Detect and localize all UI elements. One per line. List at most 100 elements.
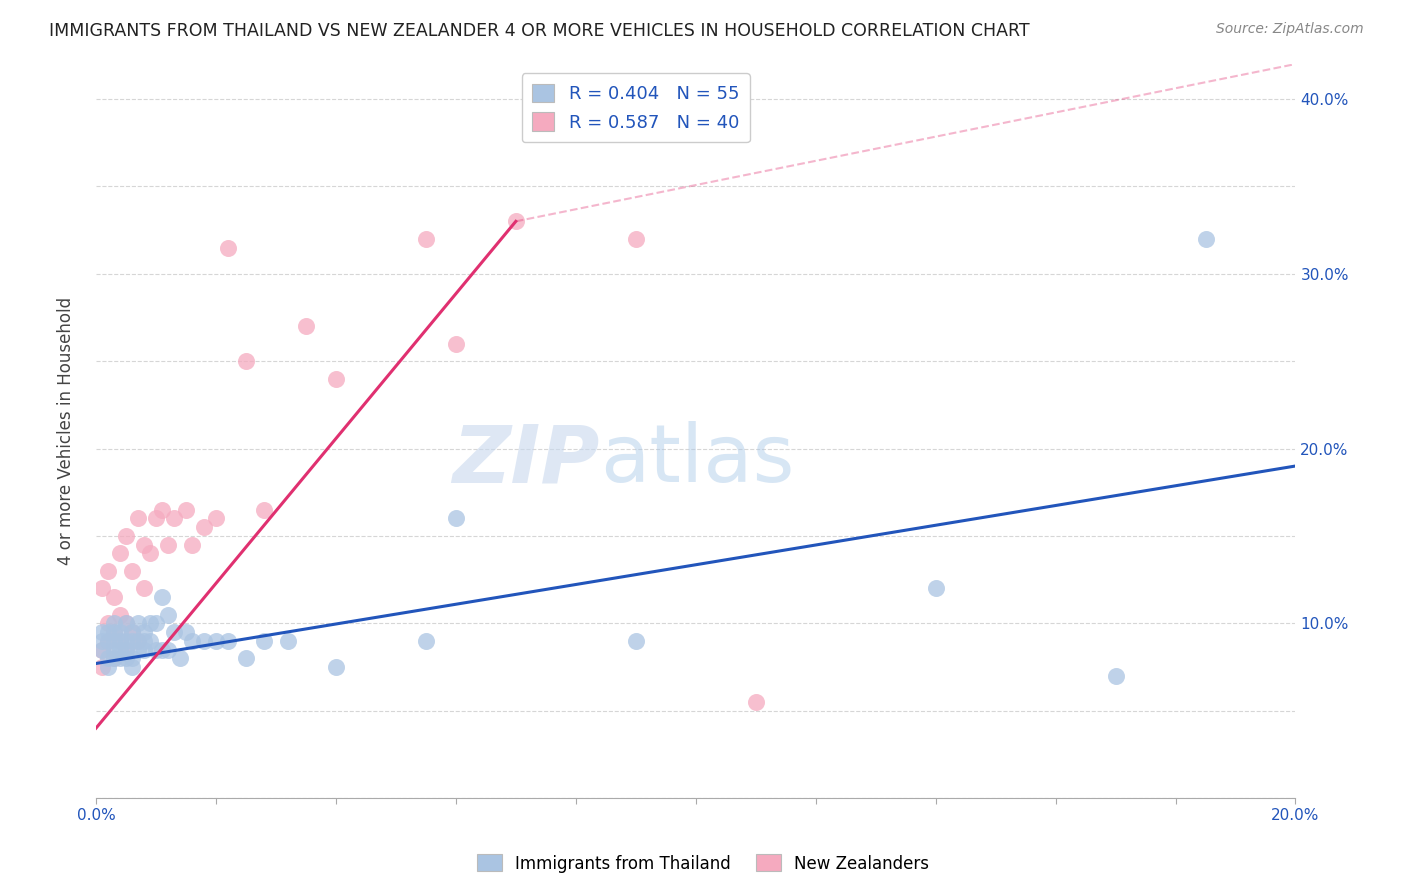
Point bbox=[132, 633, 155, 648]
Point bbox=[115, 529, 138, 543]
Point bbox=[121, 651, 143, 665]
Point bbox=[108, 633, 131, 648]
Point bbox=[108, 607, 131, 622]
Point bbox=[97, 660, 120, 674]
Point bbox=[108, 651, 131, 665]
Y-axis label: 4 or more Vehicles in Household: 4 or more Vehicles in Household bbox=[58, 297, 75, 566]
Point bbox=[115, 651, 138, 665]
Point bbox=[97, 616, 120, 631]
Legend: Immigrants from Thailand, New Zealanders: Immigrants from Thailand, New Zealanders bbox=[470, 847, 936, 880]
Point bbox=[253, 502, 276, 516]
Point bbox=[156, 538, 179, 552]
Point bbox=[103, 633, 125, 648]
Point bbox=[217, 241, 239, 255]
Text: ZIP: ZIP bbox=[453, 421, 600, 500]
Point bbox=[127, 616, 149, 631]
Point bbox=[91, 633, 114, 648]
Point bbox=[132, 538, 155, 552]
Point bbox=[325, 660, 347, 674]
Point bbox=[145, 642, 167, 657]
Point bbox=[121, 660, 143, 674]
Point bbox=[444, 511, 467, 525]
Point bbox=[205, 633, 228, 648]
Point bbox=[91, 582, 114, 596]
Point bbox=[174, 625, 197, 640]
Point bbox=[91, 642, 114, 657]
Point bbox=[139, 616, 162, 631]
Point bbox=[217, 633, 239, 648]
Point bbox=[235, 354, 257, 368]
Point bbox=[150, 502, 173, 516]
Point bbox=[121, 564, 143, 578]
Point bbox=[150, 590, 173, 604]
Point bbox=[103, 651, 125, 665]
Point bbox=[115, 642, 138, 657]
Point bbox=[132, 582, 155, 596]
Point bbox=[139, 546, 162, 560]
Point bbox=[193, 520, 215, 534]
Point bbox=[97, 564, 120, 578]
Point bbox=[277, 633, 299, 648]
Point bbox=[127, 642, 149, 657]
Point bbox=[127, 633, 149, 648]
Point bbox=[132, 642, 155, 657]
Point bbox=[325, 371, 347, 385]
Point bbox=[121, 625, 143, 640]
Point bbox=[1194, 232, 1216, 246]
Point bbox=[145, 511, 167, 525]
Point bbox=[156, 607, 179, 622]
Point bbox=[415, 232, 437, 246]
Point bbox=[121, 633, 143, 648]
Point bbox=[103, 651, 125, 665]
Point bbox=[115, 642, 138, 657]
Point bbox=[169, 651, 191, 665]
Point bbox=[91, 642, 114, 657]
Point bbox=[624, 232, 647, 246]
Point bbox=[150, 642, 173, 657]
Point bbox=[103, 642, 125, 657]
Point bbox=[103, 625, 125, 640]
Point bbox=[97, 625, 120, 640]
Point bbox=[115, 616, 138, 631]
Point bbox=[924, 582, 946, 596]
Point bbox=[108, 642, 131, 657]
Point bbox=[103, 616, 125, 631]
Point bbox=[91, 625, 114, 640]
Point bbox=[108, 625, 131, 640]
Legend: R = 0.404   N = 55, R = 0.587   N = 40: R = 0.404 N = 55, R = 0.587 N = 40 bbox=[522, 73, 749, 143]
Text: Source: ZipAtlas.com: Source: ZipAtlas.com bbox=[1216, 22, 1364, 37]
Point bbox=[103, 625, 125, 640]
Point bbox=[108, 546, 131, 560]
Point bbox=[181, 538, 204, 552]
Text: atlas: atlas bbox=[600, 421, 794, 500]
Point bbox=[127, 511, 149, 525]
Point bbox=[1104, 669, 1126, 683]
Point bbox=[139, 633, 162, 648]
Point bbox=[505, 214, 527, 228]
Point bbox=[156, 642, 179, 657]
Point bbox=[97, 651, 120, 665]
Point bbox=[181, 633, 204, 648]
Point bbox=[108, 633, 131, 648]
Point bbox=[97, 633, 120, 648]
Point bbox=[295, 319, 318, 334]
Point bbox=[235, 651, 257, 665]
Point bbox=[115, 633, 138, 648]
Point bbox=[193, 633, 215, 648]
Point bbox=[91, 660, 114, 674]
Point bbox=[174, 502, 197, 516]
Point bbox=[205, 511, 228, 525]
Point bbox=[127, 633, 149, 648]
Point bbox=[253, 633, 276, 648]
Point bbox=[97, 633, 120, 648]
Point bbox=[103, 590, 125, 604]
Point bbox=[121, 625, 143, 640]
Point bbox=[145, 616, 167, 631]
Point bbox=[444, 336, 467, 351]
Point bbox=[624, 633, 647, 648]
Point bbox=[132, 625, 155, 640]
Point bbox=[163, 625, 186, 640]
Point bbox=[744, 695, 766, 709]
Text: IMMIGRANTS FROM THAILAND VS NEW ZEALANDER 4 OR MORE VEHICLES IN HOUSEHOLD CORREL: IMMIGRANTS FROM THAILAND VS NEW ZEALANDE… bbox=[49, 22, 1029, 40]
Point bbox=[415, 633, 437, 648]
